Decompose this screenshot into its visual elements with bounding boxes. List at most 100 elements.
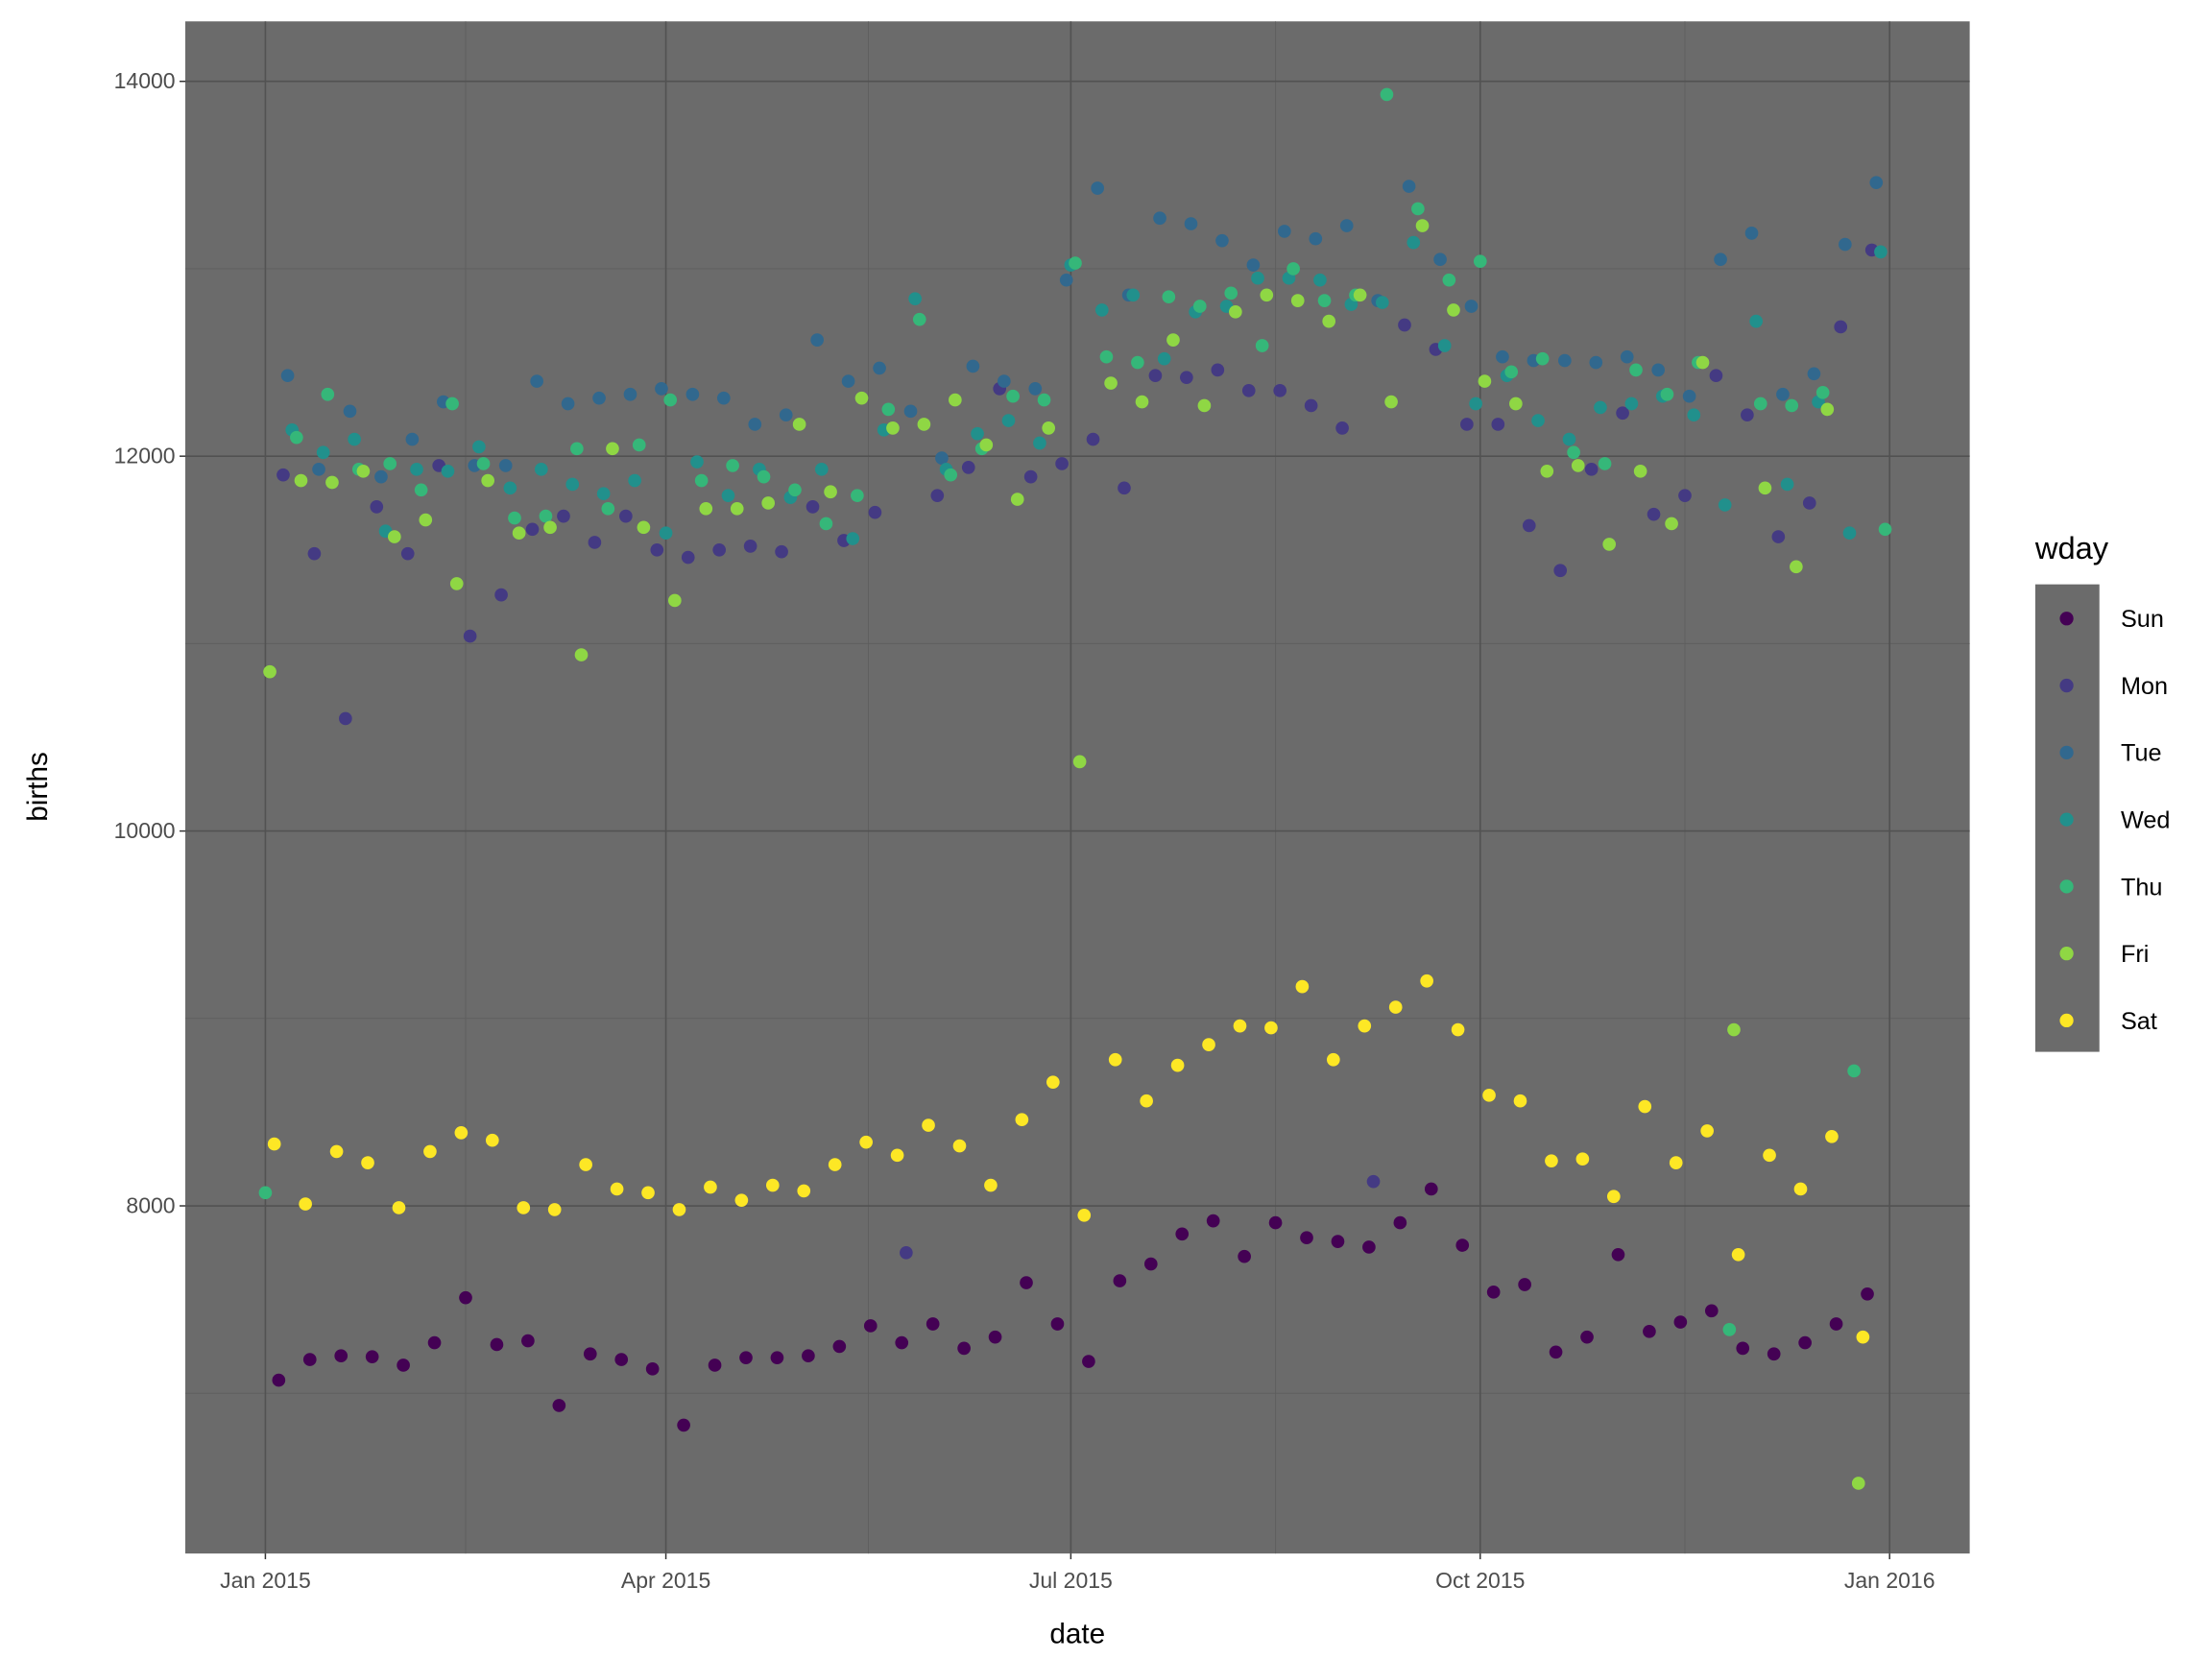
data-point: [1113, 1274, 1127, 1287]
gridlines: [184, 21, 1970, 1554]
data-point: [824, 485, 837, 499]
data-point: [263, 664, 276, 679]
data-point: [1669, 1156, 1683, 1169]
data-point: [1143, 1257, 1158, 1271]
data-point: [1633, 464, 1647, 478]
data-point: [949, 393, 962, 407]
data-point: [1099, 349, 1114, 364]
data-point: [1260, 288, 1274, 302]
data-point: [312, 463, 325, 476]
data-point: [1473, 254, 1487, 268]
data-point: [903, 404, 918, 419]
data-point: [1028, 382, 1043, 396]
data-point: [339, 711, 352, 726]
data-point: [1869, 176, 1884, 189]
data-point: [1192, 300, 1207, 313]
data-point: [343, 404, 357, 419]
data-point: [1197, 398, 1212, 413]
data-point: [1006, 389, 1020, 403]
data-point: [1847, 1064, 1861, 1078]
data-point: [552, 1399, 566, 1412]
data-point: [454, 1126, 469, 1140]
data-point: [374, 469, 388, 484]
data-point: [1046, 1075, 1060, 1090]
data-point: [610, 1182, 624, 1196]
y-axis: 8000 10000 12000 14000: [114, 68, 185, 1217]
legend-label: Fri: [2121, 941, 2149, 968]
data-point: [1309, 231, 1323, 246]
data-point: [1815, 385, 1830, 399]
data-point: [1126, 288, 1141, 302]
data-point: [1771, 530, 1786, 543]
data-point: [574, 648, 589, 661]
data-point: [476, 457, 491, 470]
data-point: [272, 1373, 286, 1387]
data-point: [557, 509, 570, 523]
data-point: [1589, 355, 1603, 370]
data-point: [1776, 387, 1790, 401]
legend-label: Wed: [2121, 807, 2170, 834]
data-points: [258, 87, 1892, 1490]
data-point: [1286, 262, 1300, 276]
data-point: [334, 1349, 349, 1363]
x-axis-title: date: [1049, 1619, 1105, 1650]
data-point: [1673, 1315, 1688, 1329]
data-point: [1447, 303, 1460, 317]
data-point: [1749, 314, 1763, 328]
data-point: [1215, 233, 1229, 248]
x-tick-label: Jan 2016: [1844, 1568, 1936, 1593]
data-point: [290, 430, 303, 445]
data-point: [704, 1180, 717, 1194]
data-point: [606, 442, 619, 456]
data-point: [1767, 1347, 1781, 1361]
data-point: [1388, 1000, 1403, 1014]
data-point: [779, 408, 793, 422]
data-point: [601, 501, 615, 516]
data-point: [1496, 349, 1509, 364]
data-point: [1118, 481, 1131, 495]
data-point: [547, 1203, 562, 1216]
data-point: [1834, 320, 1848, 334]
data-point: [966, 359, 980, 373]
data-point: [944, 468, 958, 482]
data-point: [1602, 538, 1617, 551]
data-point: [961, 461, 975, 474]
data-point: [1704, 1304, 1719, 1318]
data-point: [1358, 1019, 1372, 1033]
data-point: [734, 1193, 749, 1207]
data-point: [596, 487, 611, 501]
data-point: [1420, 974, 1433, 988]
data-point: [930, 489, 945, 502]
data-point: [588, 536, 602, 549]
data-point: [1451, 1022, 1465, 1037]
legend-key-sun: [2059, 612, 2074, 626]
data-point: [1255, 339, 1269, 352]
data-point: [445, 397, 459, 411]
data-point: [498, 459, 513, 472]
data-point: [1736, 1341, 1750, 1356]
data-point: [908, 292, 922, 306]
data-point: [1700, 1124, 1714, 1138]
data-point: [1353, 288, 1367, 302]
data-point: [1072, 755, 1087, 769]
data-point: [979, 438, 994, 452]
legend-label: Tue: [2121, 740, 2162, 767]
data-point: [1491, 418, 1505, 431]
data-point: [459, 1290, 472, 1305]
data-point: [583, 1347, 597, 1361]
series-mon: [276, 243, 1879, 1260]
data-point: [694, 473, 709, 488]
data-point: [1295, 979, 1310, 994]
data-point: [971, 426, 984, 441]
data-point: [1722, 1323, 1737, 1336]
data-point: [828, 1158, 842, 1171]
data-point: [1273, 384, 1287, 397]
data-point: [1322, 314, 1336, 328]
data-point: [1020, 1276, 1033, 1289]
data-point: [299, 1197, 312, 1211]
series-thu: [258, 87, 1892, 1336]
data-point: [1744, 227, 1759, 240]
data-point: [1001, 414, 1016, 427]
data-point: [641, 1186, 655, 1200]
data-point: [1037, 393, 1051, 407]
